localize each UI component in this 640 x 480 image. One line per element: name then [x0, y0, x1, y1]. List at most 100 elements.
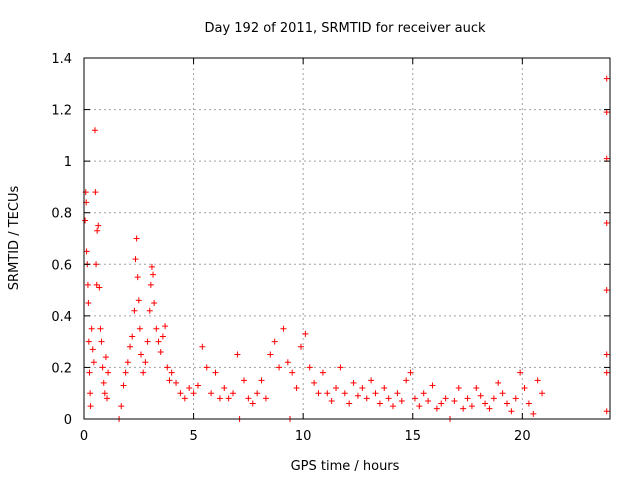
data-point — [89, 346, 96, 353]
data-point — [390, 403, 397, 410]
data-point — [420, 390, 427, 397]
data-point — [302, 330, 309, 337]
data-point — [464, 395, 471, 402]
data-point — [319, 369, 326, 376]
data-point — [91, 127, 98, 134]
data-point — [199, 343, 206, 350]
x-tick-label: 10 — [295, 429, 312, 444]
data-point — [134, 274, 141, 281]
data-point — [120, 382, 127, 389]
data-point — [151, 299, 158, 306]
data-point — [190, 390, 197, 397]
data-point — [147, 281, 154, 288]
data-point — [93, 281, 100, 288]
data-point — [216, 395, 223, 402]
data-point — [486, 405, 493, 412]
data-point — [90, 359, 97, 366]
data-point — [394, 390, 401, 397]
data-point — [482, 400, 489, 407]
data-point — [234, 351, 241, 358]
data-point — [93, 261, 100, 268]
y-tick-label: 0.4 — [51, 310, 72, 325]
data-point — [249, 400, 256, 407]
data-point — [385, 395, 392, 402]
data-point — [245, 395, 252, 402]
data-point — [433, 405, 440, 412]
data-point — [368, 377, 375, 384]
data-point — [455, 385, 462, 392]
data-point — [398, 397, 405, 404]
data-point — [177, 390, 184, 397]
data-point — [603, 75, 610, 82]
data-point — [127, 343, 134, 350]
data-point — [328, 397, 335, 404]
data-point — [148, 263, 155, 270]
data-point — [530, 410, 537, 417]
data-point — [603, 109, 610, 116]
data-point — [240, 377, 247, 384]
data-point — [101, 390, 108, 397]
data-point — [477, 392, 484, 399]
y-tick-labels: 0 0.2 0.4 0.6 0.8 1 1.2 1.4 — [51, 52, 72, 428]
data-point — [258, 377, 265, 384]
data-point — [164, 364, 171, 371]
plot-frame — [83, 57, 611, 420]
data-point — [603, 408, 610, 415]
data-point — [97, 325, 104, 332]
data-point — [153, 325, 160, 332]
data-point — [499, 390, 506, 397]
data-point — [271, 338, 278, 345]
data-point — [416, 403, 423, 410]
data-point — [92, 189, 99, 196]
y-tick-label: 0 — [64, 413, 72, 428]
x-tick-label: 15 — [404, 429, 421, 444]
data-point — [372, 390, 379, 397]
data-point — [104, 395, 111, 402]
data-point — [442, 395, 449, 402]
data-point — [230, 390, 237, 397]
data-point — [267, 351, 274, 358]
data-point — [512, 395, 519, 402]
data-point — [293, 385, 300, 392]
data-point — [137, 351, 144, 358]
data-point — [212, 369, 219, 376]
data-point — [142, 359, 149, 366]
y-tick-label: 1.2 — [51, 104, 72, 119]
y-tick-label: 0.6 — [51, 258, 72, 273]
data-point — [129, 333, 136, 340]
data-point — [508, 408, 515, 415]
data-point — [603, 351, 610, 358]
data-point — [468, 403, 475, 410]
data-point — [84, 281, 91, 288]
data-point — [159, 333, 166, 340]
data-point — [88, 325, 95, 332]
data-point — [100, 379, 107, 386]
data-point — [603, 369, 610, 376]
data-point — [203, 364, 210, 371]
data-point — [146, 307, 153, 314]
y-tick-label: 1 — [64, 155, 72, 170]
data-point — [460, 405, 467, 412]
data-point — [425, 397, 432, 404]
x-axis-title: GPS time / hours — [291, 459, 400, 474]
data-point — [83, 248, 90, 255]
data-point — [132, 256, 139, 263]
y-tick-label: 0.2 — [51, 361, 72, 376]
data-point — [150, 271, 157, 278]
x-tick-label: 5 — [189, 429, 197, 444]
data-point — [181, 395, 188, 402]
data-point — [525, 400, 532, 407]
data-point — [144, 338, 151, 345]
data-point — [208, 390, 215, 397]
data-point — [168, 369, 175, 376]
data-point — [262, 395, 269, 402]
data-point — [280, 325, 287, 332]
data-point — [539, 390, 546, 397]
data-point — [376, 400, 383, 407]
data-point — [521, 385, 528, 392]
data-point — [503, 400, 510, 407]
data-point — [102, 354, 109, 361]
data-point — [140, 369, 147, 376]
data-point — [131, 307, 138, 314]
data-point — [254, 390, 261, 397]
